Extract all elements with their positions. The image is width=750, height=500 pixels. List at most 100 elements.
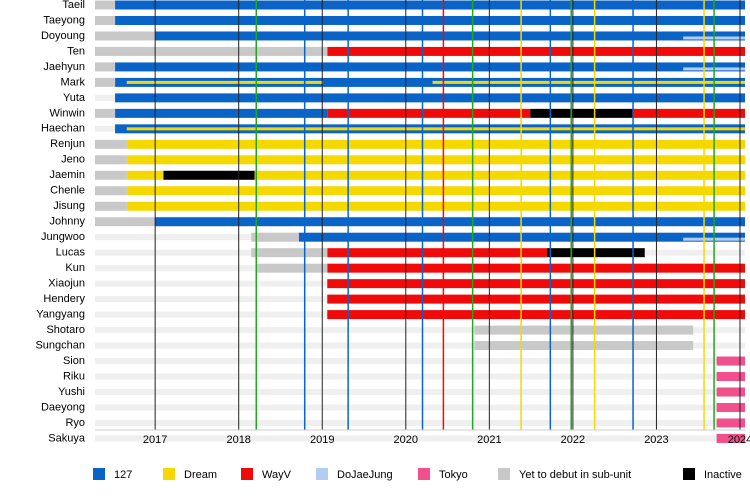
x-tick-label: 2018 bbox=[226, 434, 250, 446]
segment bbox=[474, 341, 694, 351]
row-label: Yuta bbox=[63, 92, 86, 104]
segment bbox=[126, 127, 746, 131]
segment bbox=[155, 217, 745, 227]
legend-item: DoJaeJung bbox=[316, 468, 393, 481]
segment bbox=[95, 77, 116, 87]
legend-swatch bbox=[163, 468, 175, 480]
segment bbox=[115, 0, 746, 10]
row-label: Doyoung bbox=[41, 30, 85, 42]
segment bbox=[95, 108, 116, 118]
legend-item: 127 bbox=[93, 468, 132, 481]
row-label: Kun bbox=[65, 262, 85, 274]
segment bbox=[95, 139, 127, 149]
segment bbox=[327, 294, 745, 304]
legend-swatch bbox=[498, 468, 510, 480]
segment bbox=[298, 232, 745, 242]
legend-label: Tokyo bbox=[439, 469, 468, 481]
segment bbox=[327, 248, 547, 258]
x-tick-label: 2022 bbox=[561, 434, 585, 446]
row-label: Taeil bbox=[62, 0, 85, 11]
legend-label: 127 bbox=[114, 469, 132, 481]
segment bbox=[327, 108, 531, 118]
segment bbox=[716, 402, 745, 412]
segment bbox=[126, 201, 746, 211]
row-band bbox=[95, 389, 745, 395]
x-tick-label: 2020 bbox=[394, 434, 418, 446]
segment bbox=[716, 372, 745, 382]
legend-label: Inactive bbox=[704, 469, 742, 481]
x-tick-label: 2023 bbox=[644, 434, 668, 446]
row-label: Jaemin bbox=[50, 169, 85, 181]
segment bbox=[530, 108, 634, 118]
row-label: Winwin bbox=[50, 107, 85, 119]
segment bbox=[716, 418, 745, 428]
row-label: Ryo bbox=[65, 417, 85, 429]
row-label: Haechan bbox=[41, 123, 85, 135]
segment bbox=[95, 0, 116, 10]
row-band bbox=[95, 404, 745, 411]
row-label: Jisung bbox=[53, 200, 85, 212]
segment bbox=[716, 433, 745, 443]
segment bbox=[251, 248, 328, 258]
segment bbox=[126, 155, 746, 165]
x-tick-label: 2024 bbox=[728, 434, 750, 446]
segment bbox=[115, 93, 746, 103]
segment bbox=[115, 62, 746, 72]
row-label: Shotaro bbox=[46, 324, 85, 336]
row-label: Daeyong bbox=[41, 401, 85, 413]
row-label: Sungchan bbox=[35, 339, 85, 351]
row-label: Renjun bbox=[50, 138, 85, 150]
segment bbox=[95, 201, 127, 211]
legend-swatch bbox=[316, 468, 328, 480]
segment bbox=[95, 186, 127, 196]
row-band bbox=[95, 373, 745, 380]
row-label: Taeyong bbox=[43, 14, 85, 26]
row-label: Yushi bbox=[58, 386, 85, 398]
segment bbox=[327, 279, 745, 289]
x-tick-label: 2017 bbox=[143, 434, 167, 446]
row-label: Sakuya bbox=[48, 432, 86, 444]
row-band bbox=[95, 419, 745, 426]
segment bbox=[126, 139, 746, 149]
row-band bbox=[95, 342, 745, 349]
segment bbox=[95, 217, 156, 227]
segment bbox=[474, 325, 694, 335]
segment bbox=[95, 170, 127, 180]
row-band bbox=[95, 435, 745, 442]
row-label: Johnny bbox=[50, 216, 86, 228]
segment bbox=[95, 155, 127, 165]
row-band bbox=[95, 358, 745, 365]
row-label: Lucas bbox=[56, 247, 86, 259]
legend-item: Dream bbox=[163, 468, 217, 481]
x-tick-label: 2019 bbox=[310, 434, 334, 446]
row-label: Sion bbox=[63, 355, 85, 367]
legend-swatch bbox=[241, 468, 253, 480]
segment bbox=[546, 248, 645, 258]
x-tick-label: 2021 bbox=[477, 434, 501, 446]
segment bbox=[95, 46, 328, 56]
row-label: Xiaojun bbox=[48, 278, 85, 290]
segment bbox=[115, 77, 746, 87]
legend-item: Yet to debut in sub-unit bbox=[498, 468, 631, 481]
segment bbox=[716, 356, 745, 366]
row-label: Yangyang bbox=[36, 309, 85, 321]
segment bbox=[254, 170, 745, 180]
segment bbox=[126, 170, 164, 180]
segment bbox=[126, 186, 746, 196]
row-label: Jeno bbox=[61, 154, 85, 166]
segment bbox=[115, 108, 328, 118]
legend-label: Yet to debut in sub-unit bbox=[519, 469, 631, 481]
segment bbox=[633, 108, 745, 118]
segment bbox=[155, 31, 745, 41]
segment bbox=[327, 310, 745, 320]
segment bbox=[95, 62, 116, 72]
legend-swatch bbox=[683, 468, 695, 480]
row-label: Ten bbox=[67, 45, 85, 57]
segment bbox=[163, 170, 255, 180]
segment bbox=[716, 387, 745, 397]
segment bbox=[256, 263, 328, 273]
segment bbox=[95, 15, 116, 25]
row-label: Chenle bbox=[50, 185, 85, 197]
legend-item: Inactive bbox=[683, 468, 742, 481]
